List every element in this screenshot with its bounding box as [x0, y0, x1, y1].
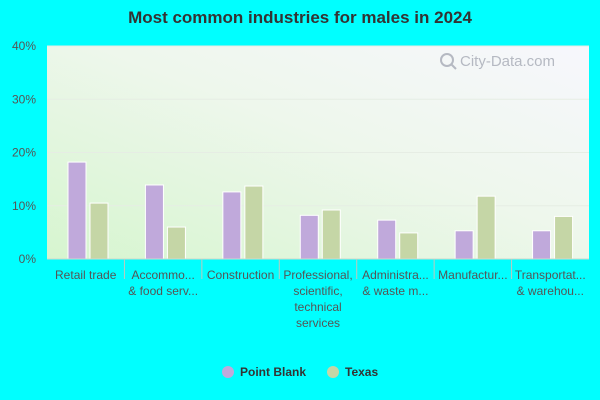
bar-texas[interactable] [554, 215, 574, 260]
legend: Point Blank Texas [222, 365, 378, 379]
grid-lines [47, 45, 589, 207]
bar-point-blank[interactable] [454, 230, 474, 260]
bar-point-blank[interactable] [222, 191, 242, 260]
bar-texas[interactable] [321, 209, 341, 260]
y-axis: 0% 10% 20% 30% 40% [12, 39, 36, 266]
legend-label: Point Blank [240, 365, 306, 379]
x-tick-label: Retail trade [55, 268, 117, 282]
x-tick-label: Construction [207, 268, 274, 282]
bar-texas[interactable] [399, 232, 419, 260]
bar-texas[interactable] [244, 185, 264, 260]
x-axis: Retail trade Accommo... & food serv... Cons… [47, 258, 589, 330]
y-tick-label: 10% [12, 199, 36, 213]
bar-point-blank[interactable] [532, 230, 552, 260]
x-tick-label: services [296, 316, 340, 330]
bar-point-blank[interactable] [144, 184, 164, 260]
x-tick-label: Manufactur... [438, 268, 507, 282]
x-tick-label: Administra... [362, 268, 429, 282]
x-tick-label: & warehou... [517, 284, 584, 298]
legend-label: Texas [345, 365, 378, 379]
bar-texas[interactable] [89, 202, 109, 260]
legend-swatch [222, 366, 234, 378]
magnifier-icon [440, 53, 454, 67]
bar-point-blank[interactable] [67, 161, 87, 260]
magnifier-handle [450, 63, 457, 70]
x-tick-label: Accommo... [131, 268, 194, 282]
y-tick-label: 20% [12, 146, 36, 160]
x-tick-label: Professional, [283, 268, 352, 282]
watermark: City-Data.com [440, 53, 555, 70]
bar-point-blank[interactable] [377, 219, 397, 260]
bar-texas[interactable] [166, 226, 186, 260]
bar-point-blank[interactable] [299, 214, 319, 260]
y-tick-label: 30% [12, 92, 36, 106]
watermark-text: City-Data.com [460, 53, 555, 70]
bar-texas[interactable] [476, 195, 496, 260]
x-tick-label: Transportat... [515, 268, 586, 282]
bars [67, 161, 574, 260]
x-tick-label: & waste m... [362, 284, 428, 298]
y-tick-label: 40% [12, 39, 36, 53]
x-tick-label: technical [294, 300, 341, 314]
x-tick-label: & food serv... [128, 284, 198, 298]
y-tick-label: 0% [19, 252, 37, 266]
x-tick-label: scientific, [293, 284, 342, 298]
chart-title: Most common industries for males in 2024 [128, 8, 472, 27]
legend-swatch [327, 366, 339, 378]
